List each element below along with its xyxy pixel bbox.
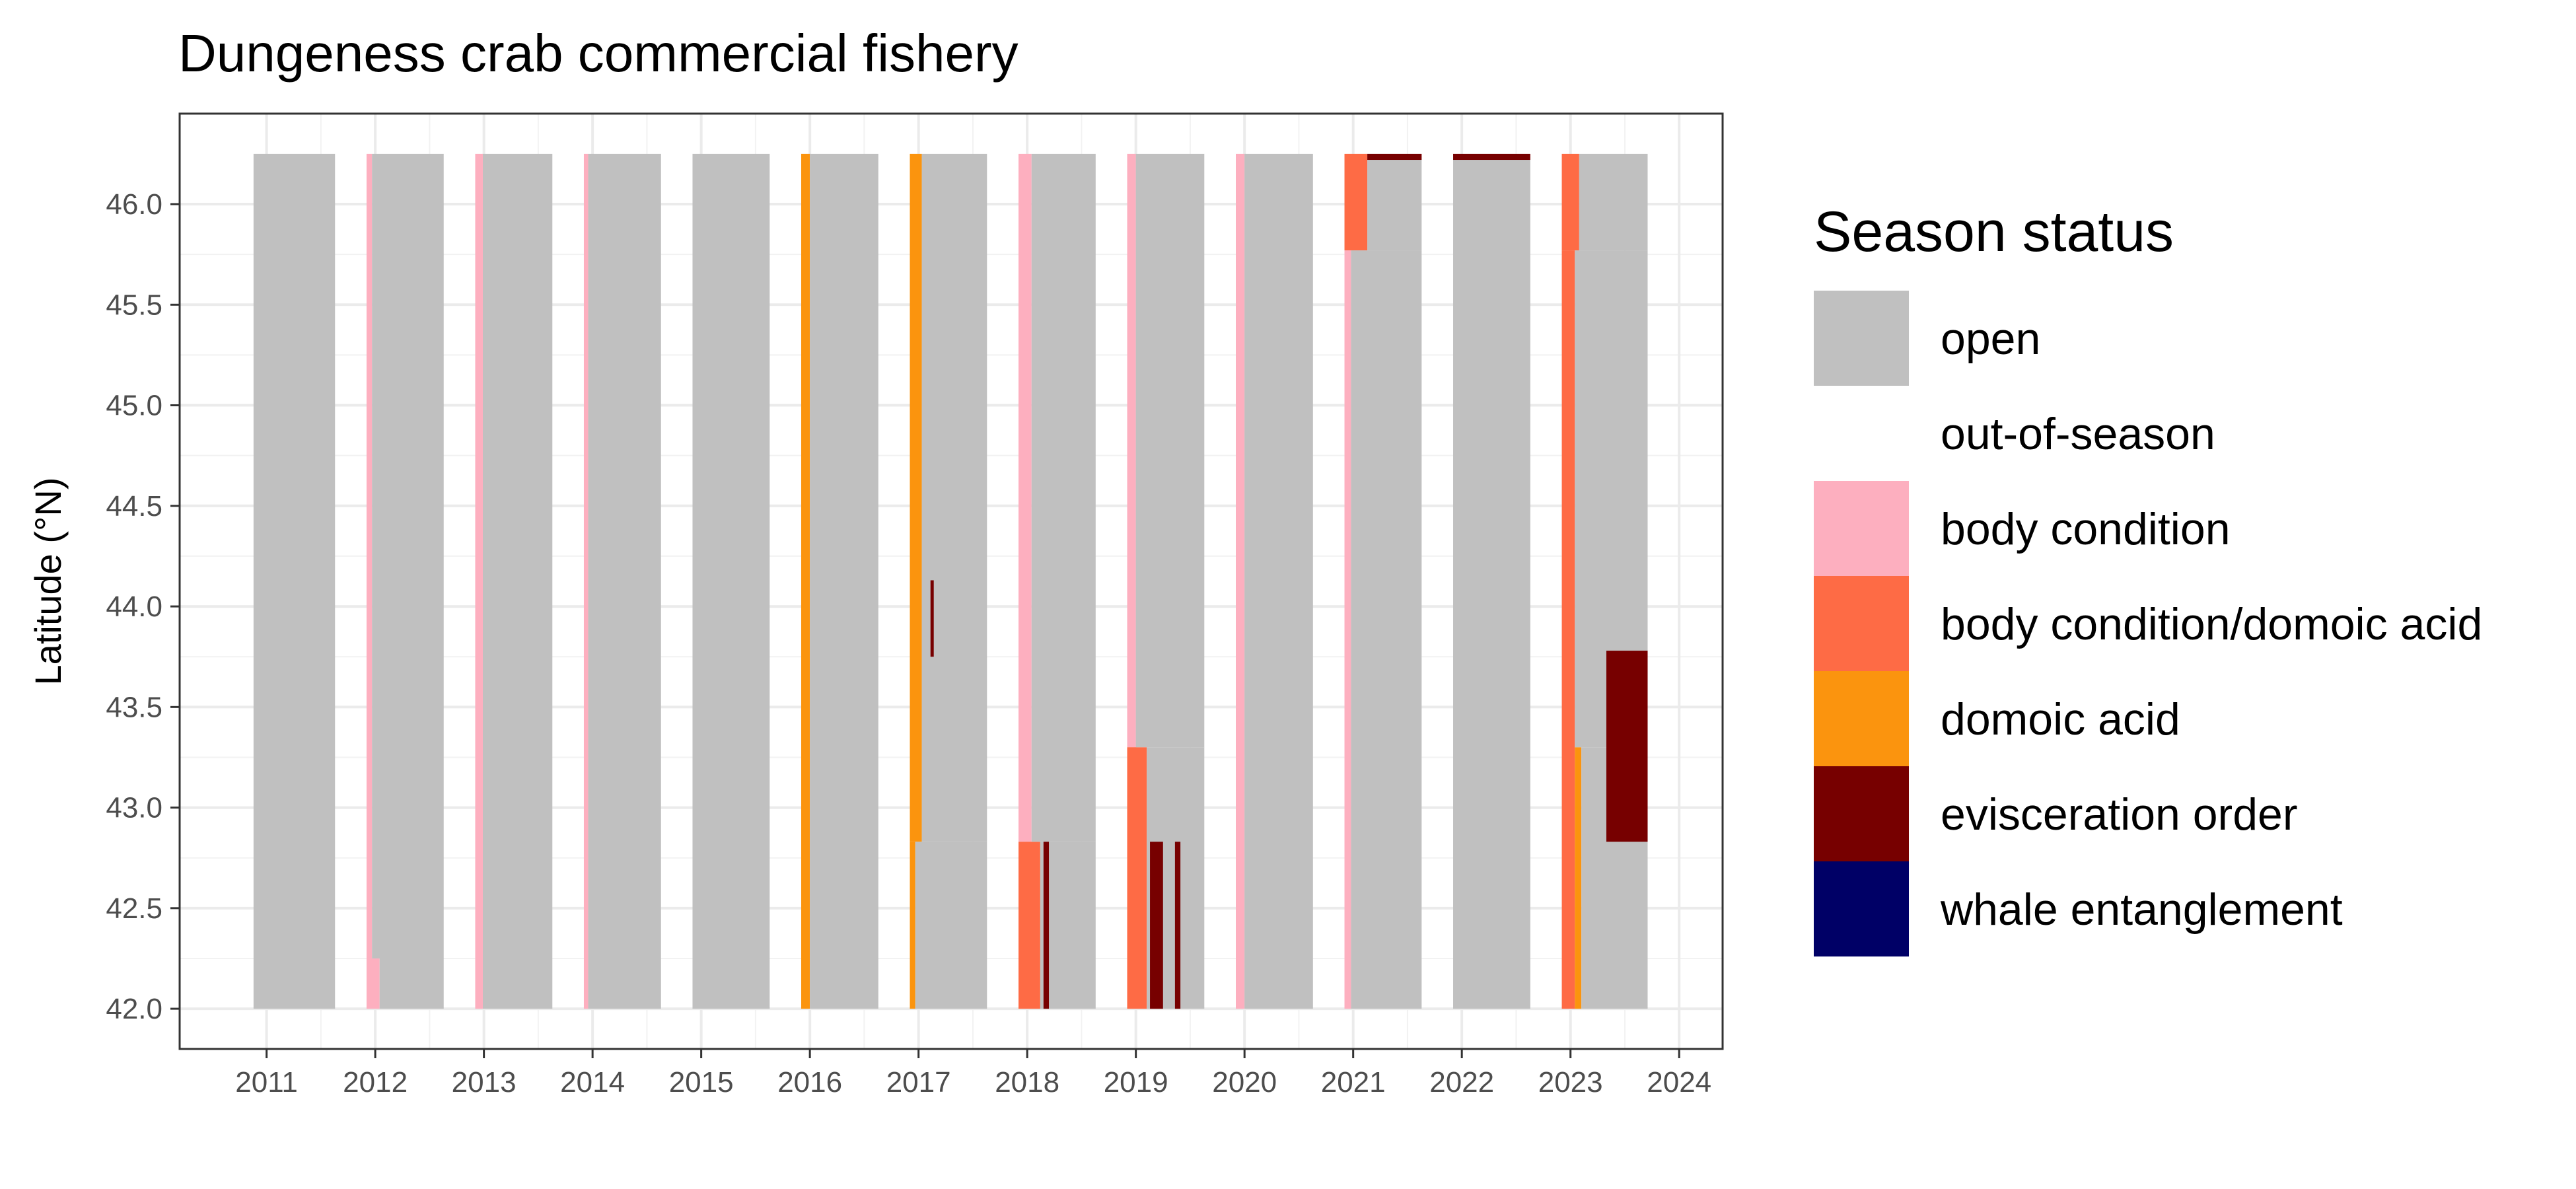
status-block-body-condition-domoic-acid xyxy=(1344,153,1368,251)
y-axis-title: Latitude (°N) xyxy=(27,478,69,686)
status-block-evisceration-order xyxy=(1606,651,1648,842)
x-axis: 2011 2012 2013 2014 2015 2016 2017 2018 2019 2020… xyxy=(235,1049,1711,1099)
status-block-body-condition xyxy=(366,958,380,1009)
status-block-open xyxy=(379,958,444,1009)
status-block-body-condition-domoic-acid xyxy=(1561,153,1579,251)
legend-key xyxy=(1814,291,1909,386)
status-block-open xyxy=(253,153,336,1009)
y-tick-label: 44.0 xyxy=(106,591,162,623)
status-block-body-condition xyxy=(1127,153,1136,748)
status-block-evisceration-order xyxy=(1453,153,1530,161)
status-block-open xyxy=(1351,250,1422,1009)
y-tick-label: 42.0 xyxy=(106,993,162,1025)
legend-label: body condition xyxy=(1941,504,2231,554)
status-block-evisceration-order xyxy=(1150,842,1163,1009)
status-block-open xyxy=(1579,153,1648,251)
legend-label: open xyxy=(1941,314,2040,364)
status-block-open xyxy=(482,153,553,1009)
x-tick-label: 2024 xyxy=(1647,1066,1711,1099)
legend-label: whale entanglement xyxy=(1940,884,2343,935)
legend-label: out-of-season xyxy=(1941,409,2215,459)
x-tick-label: 2012 xyxy=(343,1066,408,1099)
status-block-body-condition xyxy=(583,153,589,1009)
status-block-body-condition xyxy=(1344,250,1351,1009)
legend-key xyxy=(1814,386,1909,481)
status-block-body-condition xyxy=(475,153,483,1009)
status-block-evisceration-order xyxy=(1174,842,1181,1009)
status-block-open xyxy=(1040,842,1096,1009)
status-block-evisceration-order xyxy=(930,580,934,657)
x-tick-label: 2013 xyxy=(452,1066,517,1099)
status-block-open xyxy=(1244,153,1313,1009)
status-block-body-condition-domoic-acid xyxy=(1018,842,1040,1009)
legend: Season status open out-of-season body cond… xyxy=(1814,200,2482,956)
legend-label: body condition/domoic acid xyxy=(1941,599,2482,649)
plot-border xyxy=(178,112,1724,1050)
y-tick-label: 45.5 xyxy=(106,289,162,321)
x-tick-label: 2020 xyxy=(1212,1066,1277,1099)
legend-title: Season status xyxy=(1814,200,2174,264)
season-status-blocks xyxy=(253,153,1648,1009)
y-tick-label: 42.5 xyxy=(106,892,162,925)
status-block-open xyxy=(372,153,444,958)
y-tick-label: 43.0 xyxy=(106,792,162,824)
x-tick-label: 2011 xyxy=(235,1066,298,1099)
legend-label: domoic acid xyxy=(1941,694,2180,744)
x-tick-label: 2023 xyxy=(1538,1066,1603,1099)
status-block-domoic-acid xyxy=(801,153,810,1009)
status-block-open xyxy=(1453,160,1530,1009)
status-block-domoic-acid xyxy=(1575,747,1582,1009)
legend-items: open out-of-season body condition body cond… xyxy=(1814,291,2482,956)
x-tick-label: 2019 xyxy=(1104,1066,1168,1099)
x-tick-label: 2021 xyxy=(1321,1066,1386,1099)
status-block-evisceration-order xyxy=(1043,842,1050,1009)
status-block-evisceration-order xyxy=(1367,153,1422,161)
legend-key xyxy=(1814,671,1909,766)
x-tick-label: 2018 xyxy=(995,1066,1059,1099)
y-tick-label: 46.0 xyxy=(106,188,162,221)
status-block-open xyxy=(692,153,770,1009)
chart-title: Dungeness crab commercial fishery xyxy=(178,24,1019,83)
x-tick-label: 2014 xyxy=(560,1066,625,1099)
legend-label: evisceration order xyxy=(1941,789,2297,840)
y-tick-label: 45.0 xyxy=(106,390,162,422)
y-tick-label: 43.5 xyxy=(106,691,162,723)
legend-key xyxy=(1814,481,1909,576)
status-block-domoic-acid xyxy=(910,842,915,1009)
x-tick-label: 2017 xyxy=(886,1066,951,1099)
y-axis: 42.0 42.5 43.0 43.5 44.0 44.5 45.0 45.5 46.0 xyxy=(106,188,180,1025)
status-block-open xyxy=(1135,153,1205,748)
status-block-body-condition xyxy=(1236,153,1245,1009)
x-tick-label: 2022 xyxy=(1429,1066,1494,1099)
plot-panel xyxy=(178,112,1724,1050)
status-block-body-condition xyxy=(366,153,373,958)
status-block-body-condition xyxy=(1018,153,1032,842)
legend-key xyxy=(1814,576,1909,671)
legend-key xyxy=(1814,861,1909,956)
status-block-body-condition-domoic-acid xyxy=(1561,250,1575,1009)
x-tick-label: 2015 xyxy=(669,1066,734,1099)
status-block-body-condition-domoic-acid xyxy=(1127,747,1147,1009)
legend-key xyxy=(1814,766,1909,861)
status-block-open xyxy=(1031,153,1096,842)
status-block-domoic-acid xyxy=(910,153,922,842)
y-tick-label: 44.5 xyxy=(106,490,162,522)
status-block-open xyxy=(588,153,661,1009)
status-block-open xyxy=(810,153,878,1009)
x-tick-label: 2016 xyxy=(777,1066,842,1099)
status-block-open xyxy=(921,153,987,842)
status-block-open xyxy=(1367,160,1422,251)
status-block-open xyxy=(915,842,987,1009)
